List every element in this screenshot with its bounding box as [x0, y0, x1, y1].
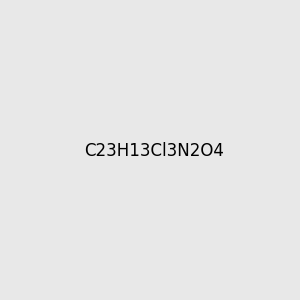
Text: C23H13Cl3N2O4: C23H13Cl3N2O4 [84, 142, 224, 160]
